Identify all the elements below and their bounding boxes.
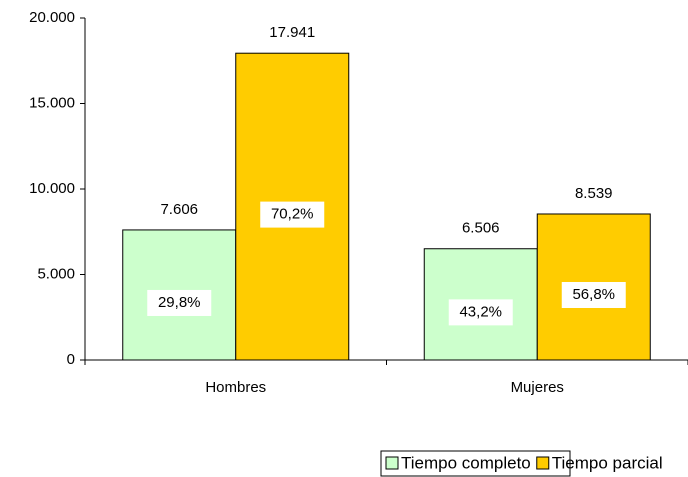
legend-label: Tiempo parcial — [552, 453, 663, 472]
percent-label-box — [260, 201, 325, 228]
percent-label-box — [561, 281, 626, 308]
percent-label: 43,2% — [459, 303, 502, 320]
y-tick-label: 20.000 — [29, 9, 75, 26]
value-label: 6.506 — [462, 220, 500, 237]
percent-label-box — [147, 289, 212, 316]
percent-label: 29,8% — [158, 294, 201, 311]
legend-swatch — [385, 456, 399, 470]
y-tick-label: 15.000 — [29, 94, 75, 111]
x-tick-label: Hombres — [205, 379, 266, 396]
y-tick-label: 5.000 — [37, 265, 75, 282]
x-tick-label: Mujeres — [511, 379, 564, 396]
value-label: 17.941 — [269, 24, 315, 41]
percent-label: 70,2% — [271, 206, 314, 223]
value-label: 7.606 — [160, 201, 198, 218]
value-label: 8.539 — [575, 185, 613, 202]
legend-label: Tiempo completo — [401, 453, 531, 472]
legend-swatch — [536, 456, 550, 470]
y-tick-label: 0 — [67, 351, 75, 368]
percent-label-box — [448, 299, 513, 326]
y-tick-label: 10.000 — [29, 180, 75, 197]
percent-label: 56,8% — [572, 286, 615, 303]
